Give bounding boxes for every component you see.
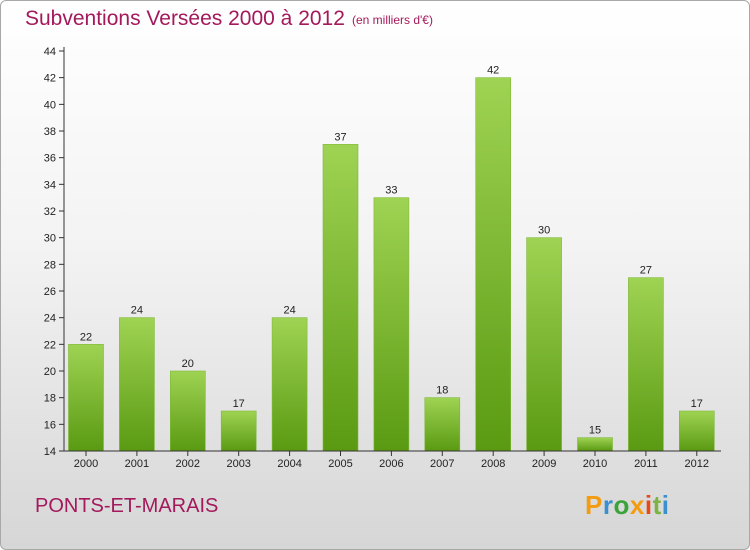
y-tick-label: 16	[44, 419, 56, 431]
data-label-2007: 18	[436, 385, 448, 397]
bar-2002	[170, 370, 206, 452]
logo-letter: t	[652, 490, 662, 520]
y-tick-label: 24	[44, 313, 56, 325]
x-tick-label-2006: 2006	[379, 458, 403, 470]
bar-2008	[475, 77, 512, 452]
y-tick-label: 18	[44, 393, 56, 405]
x-tick-label-2001: 2001	[125, 458, 149, 470]
data-label-2002: 20	[182, 358, 194, 370]
bar-2007	[424, 397, 461, 452]
x-tick-label-2003: 2003	[226, 458, 250, 470]
bar-2009	[526, 237, 562, 452]
bar-2000	[68, 344, 104, 452]
data-label-2000: 22	[80, 331, 92, 343]
logo-letter: o	[613, 490, 630, 520]
x-tick-label-2011: 2011	[634, 458, 658, 470]
x-tick-label-2004: 2004	[277, 458, 301, 470]
x-tick-label-2009: 2009	[532, 458, 556, 470]
y-tick-label: 42	[44, 73, 56, 85]
x-tick-label-2012: 2012	[685, 458, 709, 470]
bar-2011	[628, 277, 664, 452]
x-tick-label-2008: 2008	[481, 458, 505, 470]
bar-2005	[322, 144, 359, 452]
data-label-2010: 15	[589, 425, 601, 437]
y-tick-label: 36	[44, 153, 56, 165]
bar-2006	[373, 197, 410, 452]
y-tick-label: 26	[44, 286, 56, 298]
logo-letter: i	[661, 490, 670, 520]
data-label-2008: 42	[487, 65, 499, 77]
y-tick-label: 30	[44, 233, 56, 245]
y-tick-label: 20	[44, 366, 56, 378]
data-label-2009: 30	[538, 225, 550, 237]
proxiti-logo: Proxiti	[585, 490, 669, 521]
y-tick-label: 28	[44, 259, 56, 271]
bar-2012	[678, 410, 715, 452]
y-tick-label: 34	[44, 179, 56, 191]
y-tick-label: 44	[44, 46, 56, 58]
data-label-2006: 33	[385, 185, 397, 197]
data-label-2004: 24	[283, 305, 295, 317]
y-tick-label: 22	[44, 339, 56, 351]
logo-letter: r	[602, 490, 614, 520]
chart-subtitle: (en milliers d'€)	[352, 13, 433, 27]
x-tick-label-2010: 2010	[583, 458, 607, 470]
logo-letter: x	[629, 490, 645, 520]
x-tick-label-2007: 2007	[430, 458, 454, 470]
chart-title: Subventions Versées 2000 à 2012	[25, 7, 345, 30]
bar-2010	[577, 437, 613, 452]
logo-letter: P	[585, 490, 603, 520]
bar-2001	[119, 317, 155, 452]
y-tick-label: 32	[44, 206, 56, 218]
y-tick-label: 38	[44, 126, 56, 138]
data-label-2003: 17	[233, 398, 245, 410]
data-label-2011: 27	[640, 265, 652, 277]
x-tick-label-2000: 2000	[74, 458, 98, 470]
y-tick-label: 40	[44, 99, 56, 111]
data-label-2005: 37	[334, 131, 346, 143]
data-label-2001: 24	[131, 305, 143, 317]
y-tick-label: 14	[44, 446, 56, 458]
bar-2003	[220, 410, 257, 452]
x-tick-label-2005: 2005	[328, 458, 352, 470]
data-label-2012: 17	[691, 398, 703, 410]
commune-name: PONTS-ET-MARAIS	[35, 495, 219, 517]
x-tick-label-2002: 2002	[176, 458, 200, 470]
bar-2004	[271, 317, 308, 452]
logo-letter: i	[644, 490, 653, 520]
